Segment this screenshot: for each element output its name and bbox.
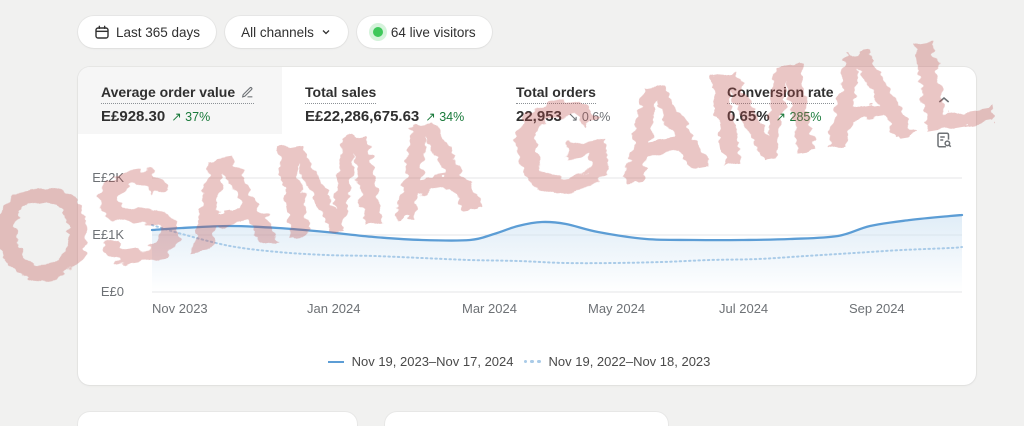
- svg-text:E£0: E£0: [101, 284, 124, 299]
- svg-text:Sep 2024: Sep 2024: [849, 301, 905, 316]
- svg-text:Jan 2024: Jan 2024: [307, 301, 361, 316]
- svg-text:May 2024: May 2024: [588, 301, 645, 316]
- svg-text:Jul 2024: Jul 2024: [719, 301, 768, 316]
- svg-text:E£2K: E£2K: [92, 170, 124, 185]
- svg-text:E£1K: E£1K: [92, 227, 124, 242]
- svg-text:Mar 2024: Mar 2024: [462, 301, 517, 316]
- svg-text:Nov 2023: Nov 2023: [152, 301, 208, 316]
